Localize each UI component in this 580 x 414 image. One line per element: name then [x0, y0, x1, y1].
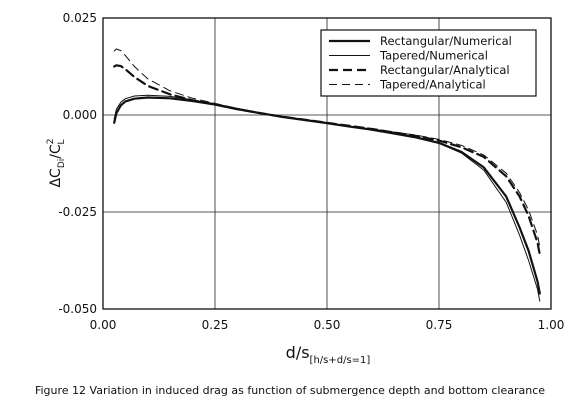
- x-axis-label: d/s[h/s+d/s=1]: [286, 343, 371, 366]
- series-line-4: [113, 48, 541, 248]
- legend-label: Rectangular/Analytical: [380, 63, 510, 77]
- series-layer: [113, 48, 541, 302]
- legend-label: Tapered/Numerical: [379, 49, 488, 63]
- y-axis-label: ΔCDi/C2L: [46, 138, 67, 187]
- legend-label: Rectangular/Numerical: [380, 34, 512, 48]
- y-tick-label: -0.050: [58, 302, 97, 316]
- y-tick-label: -0.025: [58, 205, 97, 219]
- ticks: 0.00 0.25 0.50 0.75 1.00 -0.050 -0.025 0.000 0.0…: [58, 11, 564, 332]
- x-tick-label: 0.25: [202, 318, 229, 332]
- x-tick-label: 0.00: [90, 318, 117, 332]
- y-tick-label: 0.000: [63, 108, 97, 122]
- x-tick-label: 0.50: [314, 318, 341, 332]
- line-chart: 0.00 0.25 0.50 0.75 1.00 -0.050 -0.025 0.000 0.0…: [46, 11, 564, 366]
- legend: Rectangular/NumericalTapered/NumericalRe…: [320, 29, 537, 97]
- y-tick-label: 0.025: [63, 11, 97, 25]
- plot-frame: [102, 17, 552, 310]
- legend-label: Tapered/Analytical: [379, 78, 486, 92]
- figure-caption: Figure 12 Variation in induced drag as f…: [34, 384, 546, 397]
- x-tick-label: 0.75: [426, 318, 453, 332]
- x-tick-label: 1.00: [538, 318, 565, 332]
